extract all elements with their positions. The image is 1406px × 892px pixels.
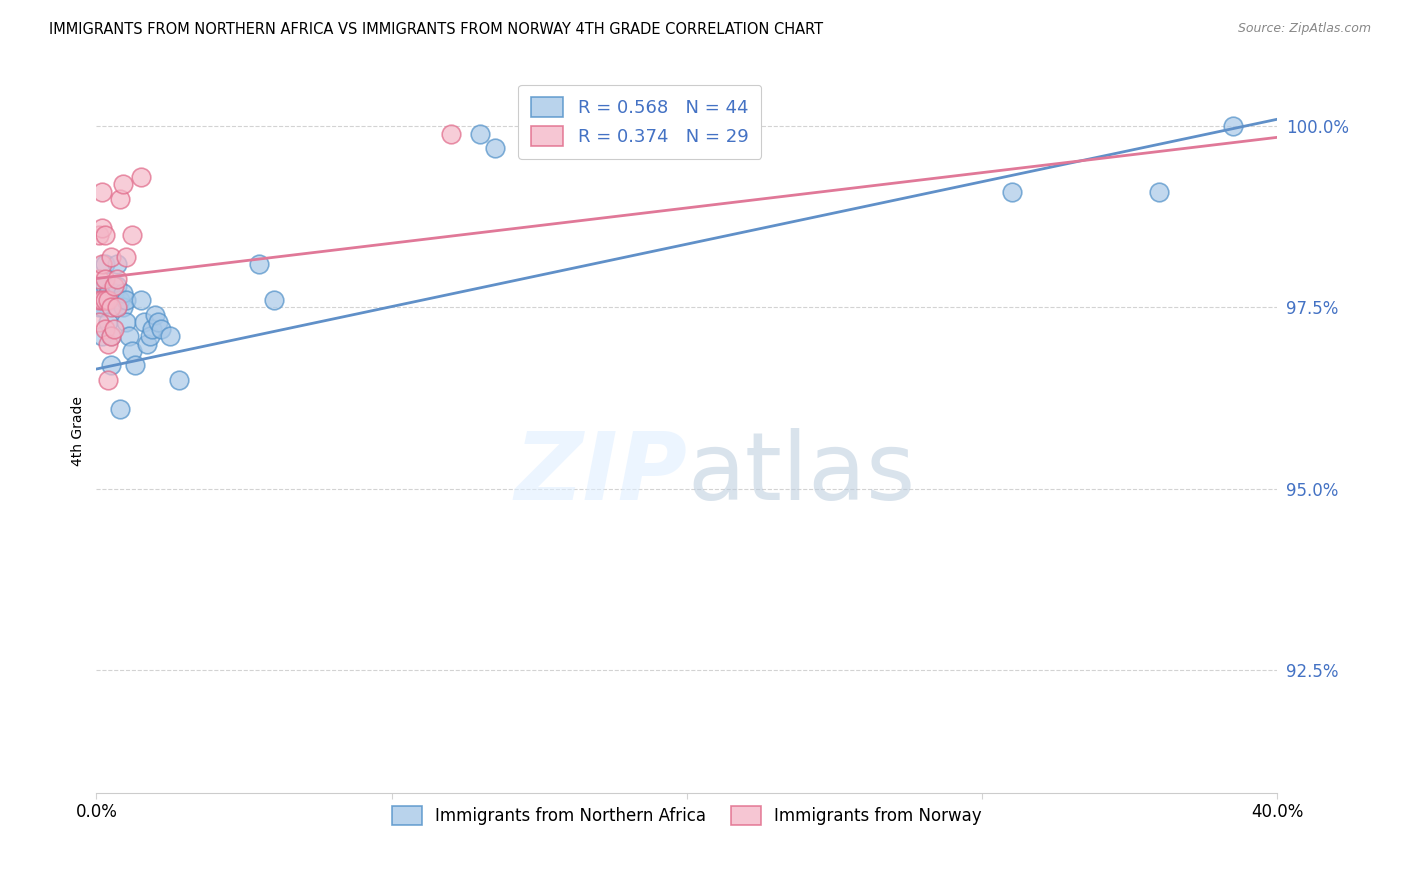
Point — [91, 220, 114, 235]
Point — [111, 301, 134, 315]
Point — [108, 192, 131, 206]
Point — [103, 285, 125, 300]
Point — [89, 228, 111, 243]
Point — [150, 322, 173, 336]
Point — [159, 329, 181, 343]
Point — [121, 228, 143, 243]
Point — [1149, 185, 1171, 199]
Point — [167, 373, 190, 387]
Text: Source: ZipAtlas.com: Source: ZipAtlas.com — [1237, 22, 1371, 36]
Point — [100, 329, 122, 343]
Point — [89, 315, 111, 329]
Point — [103, 322, 125, 336]
Point — [97, 285, 120, 300]
Point — [97, 293, 120, 308]
Point — [115, 315, 138, 329]
Point — [115, 293, 138, 308]
Point — [100, 250, 122, 264]
Point — [108, 401, 131, 416]
Point — [100, 359, 122, 373]
Point — [470, 127, 492, 141]
Text: ZIP: ZIP — [515, 428, 688, 520]
Point — [735, 141, 758, 155]
Point — [94, 257, 117, 271]
Point — [89, 278, 111, 293]
Point — [1001, 185, 1024, 199]
Point — [141, 322, 163, 336]
Point — [108, 293, 131, 308]
Point — [132, 315, 155, 329]
Point — [97, 373, 120, 387]
Point — [129, 293, 152, 308]
Point — [105, 278, 128, 293]
Point — [105, 257, 128, 271]
Point — [94, 322, 117, 336]
Point — [91, 257, 114, 271]
Point — [647, 134, 669, 148]
Point — [105, 271, 128, 285]
Text: IMMIGRANTS FROM NORTHERN AFRICA VS IMMIGRANTS FROM NORWAY 4TH GRADE CORRELATION : IMMIGRANTS FROM NORTHERN AFRICA VS IMMIG… — [49, 22, 824, 37]
Text: atlas: atlas — [688, 428, 915, 520]
Point — [121, 343, 143, 358]
Point — [263, 293, 285, 308]
Point — [89, 301, 111, 315]
Point — [97, 336, 120, 351]
Point — [111, 178, 134, 192]
Point — [484, 141, 506, 155]
Point — [91, 185, 114, 199]
Point — [103, 278, 125, 293]
Point — [100, 329, 122, 343]
Legend: Immigrants from Northern Africa, Immigrants from Norway: Immigrants from Northern Africa, Immigra… — [382, 797, 993, 835]
Point — [94, 278, 117, 293]
Point — [115, 250, 138, 264]
Point — [440, 127, 463, 141]
Point — [145, 308, 167, 322]
Point — [89, 293, 111, 308]
Point — [100, 301, 122, 315]
Point — [103, 293, 125, 308]
Point — [129, 170, 152, 185]
Point — [97, 315, 120, 329]
Point — [94, 228, 117, 243]
Point — [105, 301, 128, 315]
Point — [97, 293, 120, 308]
Point — [91, 329, 114, 343]
Point — [94, 271, 117, 285]
Point — [91, 293, 114, 308]
Point — [138, 329, 160, 343]
Point — [124, 359, 146, 373]
Point — [118, 329, 141, 343]
Point — [148, 315, 170, 329]
Point — [111, 285, 134, 300]
Point — [247, 257, 270, 271]
Point — [135, 336, 157, 351]
Y-axis label: 4th Grade: 4th Grade — [72, 396, 86, 466]
Point — [94, 293, 117, 308]
Point — [1222, 120, 1244, 134]
Point — [105, 301, 128, 315]
Point — [94, 293, 117, 308]
Point — [91, 301, 114, 315]
Point — [89, 271, 111, 285]
